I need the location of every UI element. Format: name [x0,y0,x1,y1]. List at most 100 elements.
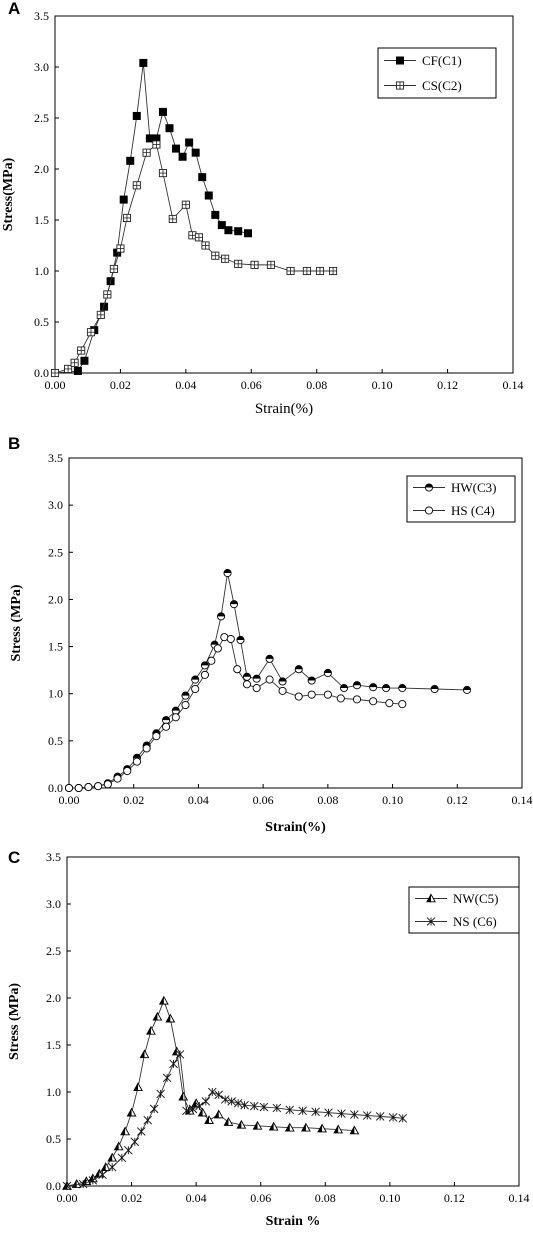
data-point [268,1121,279,1131]
data-point [191,148,200,157]
chart-panel-b: B 0.00 0.02 0.04 0.06 0.08 0.10 0.12 0.14 0.0 0.5 1… [0,415,533,835]
legend-label: CS(C2) [422,78,462,93]
data-point [109,264,118,274]
data-point [462,685,472,694]
y-tick-label: 0.5 [34,315,49,329]
data-point [181,200,190,209]
data-point [294,665,303,674]
series-2 [50,140,338,378]
chart-panel-a: A 0.00 0.02 0.04 0.06 0.08 0.10 0.12 0.14 0.0 0.5 1… [0,0,533,417]
data-point [333,1124,344,1134]
series-1 [62,995,360,1190]
data-point [301,1122,311,1132]
data-point [221,254,230,263]
data-point [252,684,261,693]
data-point [336,694,345,703]
data-point [398,700,407,709]
y-axis-label: Stress(MPa) [1,157,16,231]
data-point [152,1011,163,1021]
x-tick-label: 0.02 [121,1191,142,1205]
data-point [126,156,135,165]
data-point [84,783,93,792]
legend-marker [424,483,434,492]
y-tick-label: 0.0 [34,366,49,380]
data-point [294,692,303,701]
data-point [107,1152,118,1162]
plot-frame [66,856,520,1187]
data-point [107,1162,117,1172]
data-point [195,1101,204,1111]
data-point [369,697,378,706]
data-point [172,144,181,153]
x-tick-label: 0.00 [57,1191,78,1205]
data-point [139,1049,150,1059]
legend-entry: CS(C2) [384,78,462,93]
data-point [398,1114,408,1123]
x-axis-label: Strain(%) [265,820,326,835]
data-point [116,244,125,253]
legend-marker [395,56,404,65]
data-point [185,138,194,147]
data-point [136,1127,146,1136]
y-axis-label: Stress (MPa) [7,983,22,1060]
data-point [86,328,96,337]
x-tick-label: 0.08 [315,1191,336,1205]
data-point [224,226,233,235]
x-tick-label: 0.06 [241,378,262,392]
legend-entry: HS (C4) [413,503,495,518]
data-point [208,1087,217,1097]
x-tick-label: 0.08 [306,378,327,392]
data-point [124,1146,133,1155]
data-point [265,654,274,663]
y-tick-label: 1.5 [48,640,63,654]
data-point [259,1102,269,1112]
data-point [191,675,200,684]
y-tick-label: 2.5 [34,111,49,125]
data-point [123,766,132,776]
legend-entry: NW(C5) [415,891,499,906]
data-point [132,181,141,190]
data-point [142,148,151,157]
chart-panel-c: C 0.00 0.02 0.04 0.06 0.08 0.10 0.12 0.14 0.0 0.5 1… [0,833,533,1234]
y-tick-label: 3.0 [46,897,61,911]
x-tick-label: 0.06 [250,1191,271,1205]
legend: CF(C1) CS(C2) [377,47,497,99]
data-point [388,1113,398,1122]
data-point [223,1117,234,1126]
data-point [130,1137,140,1147]
data-point [204,191,213,200]
data-point [302,266,311,276]
data-point [211,251,220,260]
data-point [250,260,259,269]
x-tick-label: 0.02 [110,378,131,392]
data-point [181,691,190,700]
x-tick-label: 0.12 [444,1191,465,1205]
data-point [252,1120,263,1130]
data-point [64,783,74,793]
data-point [227,1097,236,1106]
data-point [94,782,103,791]
data-point [152,140,161,149]
data-point [158,107,167,116]
data-point [88,1176,98,1185]
data-point [117,1153,127,1163]
data-point [244,229,253,238]
data-point [139,58,148,67]
data-point [80,356,89,365]
series-1 [51,58,253,377]
data-point [181,700,190,710]
data-point [324,1108,333,1117]
y-tick-label: 3.5 [48,451,63,465]
y-tick-label: 1.5 [34,213,49,227]
data-point [175,1050,185,1059]
data-point [113,1141,124,1151]
y-tick-label: 2.0 [46,991,61,1005]
data-point [266,260,275,269]
legend-marker [426,893,436,903]
data-point [278,677,287,686]
data-point [122,213,132,223]
legend-marker [395,81,405,90]
y-axis-label: Stress (MPa) [9,584,24,661]
data-point [323,690,332,699]
data-point [103,780,112,789]
